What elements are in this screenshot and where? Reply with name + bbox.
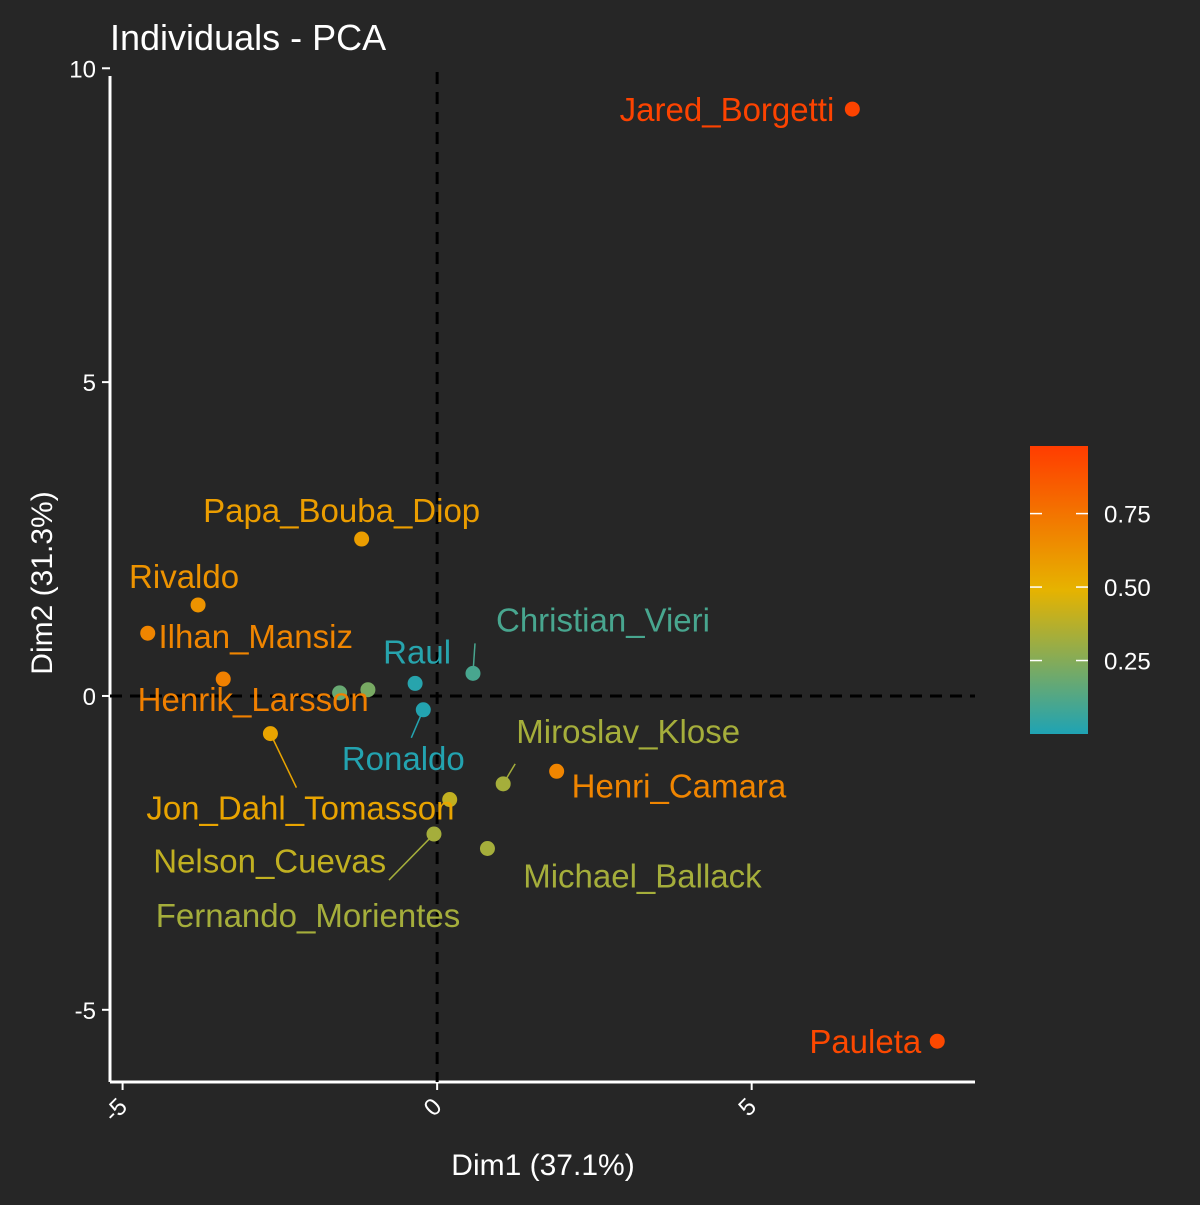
data-point <box>140 625 156 641</box>
point-label: Ronaldo <box>342 740 465 777</box>
data-point <box>332 685 348 701</box>
data-point <box>354 531 370 547</box>
color-legend: 0.75 0.50 0.25 <box>1030 446 1151 734</box>
data-point <box>360 682 376 698</box>
point-label: Papa_Bouba_Diop <box>203 492 480 529</box>
data-point <box>426 826 442 842</box>
leader-line <box>388 833 435 881</box>
data-point <box>549 763 565 779</box>
point-label: Miroslav_Klose <box>516 713 740 750</box>
point-label: Pauleta <box>809 1023 922 1060</box>
data-point <box>215 671 231 687</box>
y-tick-label: 0 <box>83 684 96 711</box>
point-label: Henri_Camara <box>572 767 787 804</box>
colorbar <box>1030 446 1088 734</box>
point-label: Rivaldo <box>129 558 239 595</box>
y-tick-label: 10 <box>69 56 96 83</box>
point-label: Nelson_Cuevas <box>153 843 386 880</box>
data-point <box>844 101 860 117</box>
point-label: Michael_Ballack <box>523 857 762 894</box>
data-point <box>262 726 278 742</box>
legend-tick-label: 0.25 <box>1104 649 1151 676</box>
x-tick-label: 0 <box>419 1093 448 1122</box>
point-label: Ilhan_Mansiz <box>159 618 353 655</box>
data-point <box>929 1033 945 1049</box>
data-point <box>479 840 495 856</box>
y-tick-label: 5 <box>83 370 96 397</box>
point-label: Henrik_Larsson <box>138 681 369 718</box>
data-point <box>407 675 423 691</box>
x-axis-title: Dim1 (37.1%) <box>451 1149 634 1182</box>
x-tick-label: -5 <box>99 1093 133 1127</box>
x-tick-label: 5 <box>733 1093 762 1122</box>
y-axis-title: Dim2 (31.3%) <box>26 491 59 674</box>
data-point <box>495 776 511 792</box>
axes: 10 5 0 -5 -5 0 5 <box>69 56 975 1127</box>
chart-title: Individuals - PCA <box>110 17 386 58</box>
reference-lines <box>110 72 975 1082</box>
point-label: Raul <box>383 633 451 670</box>
data-point <box>465 665 481 681</box>
legend-tick-label: 0.75 <box>1104 502 1151 529</box>
y-tick-label: -5 <box>75 998 96 1025</box>
point-label: Jared_Borgetti <box>620 91 835 128</box>
point-labels: Jared_Borgetti Pauleta Papa_Bouba_Diop Riva… <box>129 91 922 1060</box>
point-label: Jon_Dahl_Tomasson <box>146 790 454 827</box>
data-point <box>442 792 458 808</box>
point-label: Christian_Vieri <box>496 601 710 638</box>
legend-tick-label: 0.50 <box>1104 575 1151 602</box>
leader-line <box>269 733 298 788</box>
data-points <box>140 101 945 1049</box>
data-point <box>190 597 206 613</box>
point-label: Fernando_Morientes <box>156 897 461 934</box>
data-point <box>415 702 431 718</box>
